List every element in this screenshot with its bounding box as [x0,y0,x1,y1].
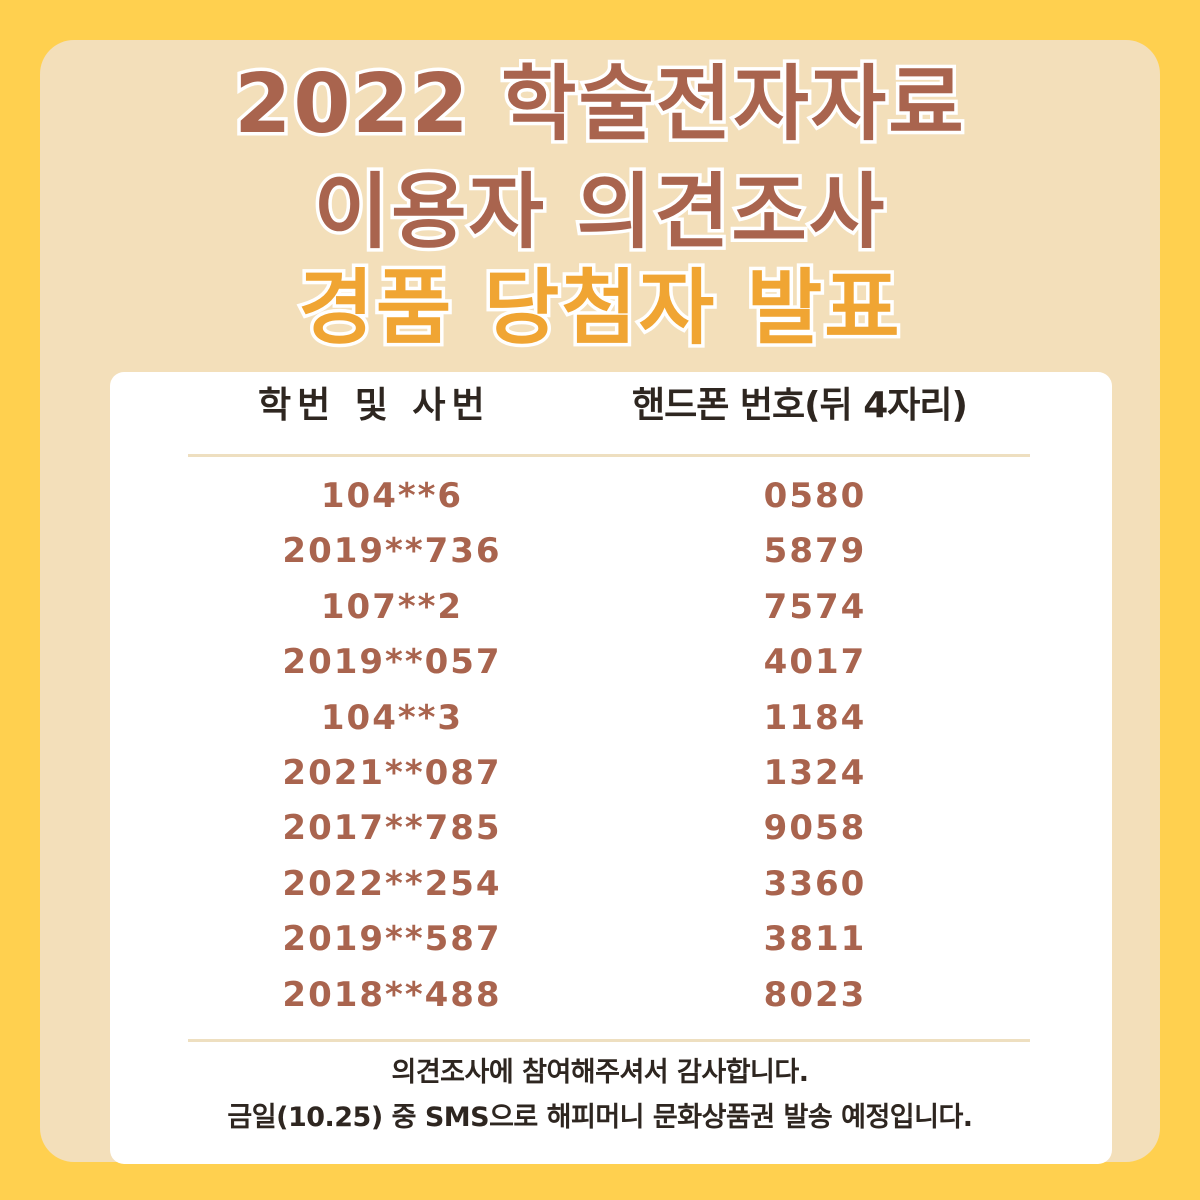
thank-you-message: 의견조사에 참여해주셔서 감사합니다. [391,1057,810,1088]
title-line-1: 2022 학술전자자료 [231,57,967,152]
table-row: 104**6 0580 [0,474,1200,529]
table-row: 2019**587 3811 [0,917,1200,972]
student-id-cell: 107**2 [320,586,464,627]
table-row: 2021**087 1324 [0,751,1200,806]
student-id-cell: 104**3 [320,697,464,738]
student-id-cell: 2021**087 [282,752,502,793]
winners-list: 104**6 0580 2019**736 5879 107**2 7574 2… [0,474,1200,1028]
student-id-cell: 2019**057 [282,642,502,683]
phone-cell: 1184 [763,697,867,738]
table-row: 107**2 7574 [0,585,1200,640]
table-row: 2022**254 3360 [0,862,1200,917]
divider-bottom [188,1039,1030,1042]
table-row: 104**3 1184 [0,696,1200,751]
divider-top [188,454,1030,457]
title-line-2: 이용자 의견조사 [310,165,888,260]
table-row: 2019**736 5879 [0,529,1200,584]
student-id-cell: 2019**736 [282,531,502,572]
table-row: 2017**785 9058 [0,806,1200,861]
title-line-3: 경품 당첨자 발표 [295,261,903,356]
student-id-cell: 104**6 [320,476,464,516]
student-id-cell: 2018**488 [282,974,502,1015]
phone-cell: 3360 [763,863,867,904]
phone-cell: 0580 [763,476,867,516]
table-row: 2019**057 4017 [0,640,1200,695]
student-id-cell: 2019**587 [282,919,502,960]
phone-cell: 7574 [763,586,867,627]
phone-cell: 5879 [763,531,867,572]
student-id-cell: 2022**254 [282,863,502,904]
table-row: 2018**488 8023 [0,973,1200,1028]
winners-card [110,372,1112,1164]
student-id-cell: 2017**785 [282,808,502,849]
phone-cell: 1324 [763,752,867,793]
column-header-phone: 핸드폰 번호(뒤 4자리) [632,385,968,426]
phone-cell: 4017 [763,642,867,683]
phone-cell: 3811 [763,919,867,960]
delivery-notice: 금일(10.25) 중 SMS으로 해피머니 문화상품권 발송 예정입니다. [227,1102,973,1133]
phone-cell: 9058 [763,808,867,849]
column-header-id: 학번 및 사번 [258,385,491,426]
phone-cell: 8023 [763,974,867,1015]
